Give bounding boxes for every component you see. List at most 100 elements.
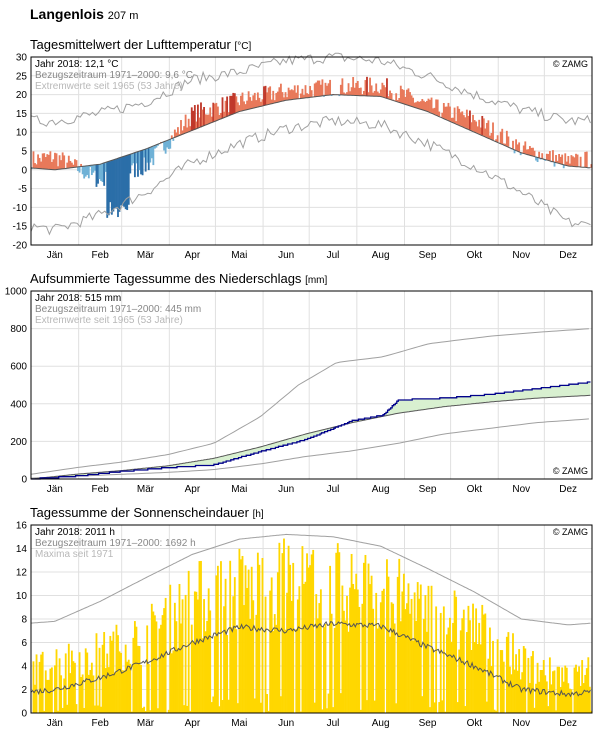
sunshine-bar [226,635,229,713]
sunshine-bar [455,596,458,713]
temperature-bar [478,119,481,134]
sunshine-bar [321,709,324,713]
temperature-bar [61,152,64,169]
x-tick-label: Jän [47,250,63,261]
sunshine-bar [190,624,193,713]
sunshine-bar [236,703,239,713]
sunshine-bar [356,589,359,713]
sunshine-bar [278,542,281,713]
temperature-bar [220,112,222,120]
temperature-bar [416,101,419,109]
sunshine-bar [75,704,78,713]
sunshine-bar [555,710,557,713]
temperature-bar [209,107,212,124]
x-tick-label: Jul [327,718,340,729]
sunshine-bar [339,693,342,713]
temperature-bar [135,152,138,164]
sunshine-bar [78,652,81,713]
sunshine-bar [544,675,547,713]
sunshine-bar [430,585,433,713]
sunshine-bar [527,657,530,713]
sunshine-bar [275,624,278,713]
sunshine-bar [449,617,451,713]
temperature-bar [190,107,193,131]
temperature-bar [419,101,422,110]
extreme-max-line [30,52,591,127]
sunshine-bar [452,622,454,713]
temperature-bar [505,130,508,147]
temperature-bar [126,155,129,211]
year-precip-line [31,381,591,480]
temperature-bar [117,158,119,218]
temperature-bar [364,80,367,96]
sunshine-bar [493,709,496,713]
station-altitude: 207 m [107,10,139,22]
temperature-bar [384,87,387,98]
sunshine-bar [582,683,585,713]
station-name: Langenlois [30,6,104,22]
temperature-bar [346,92,348,96]
sunshine-bar [273,614,276,713]
temperature-bar [244,104,247,111]
sunshine-bar [104,668,107,713]
temperature-bar [54,152,56,170]
temperature-bar [247,91,250,110]
temperature-bar [318,80,321,97]
temperature-bar [236,102,239,113]
sunshine-bar [140,664,142,713]
y-tick-label: -10 [13,203,28,214]
temperature-bar [40,161,43,169]
temperature-bar [330,94,333,96]
temperature-bar [379,89,382,97]
sunshine-bar [289,564,292,713]
sunshine-bar [550,684,553,713]
temperature-bar [269,86,272,105]
sunshine-bar [512,633,514,713]
temperature-bar [313,83,316,97]
sunshine-bar [253,698,256,713]
sunshine-bar [200,560,202,713]
x-tick-label: Sep [419,250,437,261]
sunshine-bar [464,706,467,713]
sunshine-bar [510,674,513,713]
sunshine-bar [530,656,533,713]
sunshine-bar [482,614,485,713]
sunshine-bar [359,709,362,713]
sunshine-bar [149,710,152,713]
sunshine-bar [243,605,245,713]
temperature-bar [390,93,393,100]
temperature-bar [95,164,98,187]
sunshine-bar [332,707,335,713]
temperature-bar [576,154,579,167]
x-tick-label: Sep [419,484,437,495]
temperature-bar [492,122,494,140]
sunshine-bar [536,662,539,713]
sunshine-bar [575,664,577,713]
sunshine-bar [590,710,593,713]
sunshine-bar [401,591,404,713]
sunshine-bar [568,688,571,713]
x-tick-label: Feb [92,484,110,495]
temperature-bar [196,104,199,129]
sunshine-bar [558,666,561,713]
temperature-bar [564,153,567,165]
temperature-bar [140,150,142,175]
temperature-bar [110,160,113,215]
temperature-bar [229,95,232,116]
sunshine-bar [509,666,511,713]
sunshine-bar [429,707,431,713]
temperature-bar [264,85,267,106]
temperature-bar [279,83,282,102]
temperature-bar [235,96,238,114]
temperature-bar [301,88,304,99]
sunshine-bar [584,674,587,713]
temperature-bar [178,133,181,136]
temperature-bar [464,117,467,128]
temperature-unit: [°C] [234,41,252,52]
sunshine-bar [564,665,567,713]
temperature-bar [306,93,308,98]
temperature-bar [406,89,408,105]
sunshine-bar [47,679,50,713]
sunshine-bar [310,554,313,713]
temperature-bar [561,154,564,165]
